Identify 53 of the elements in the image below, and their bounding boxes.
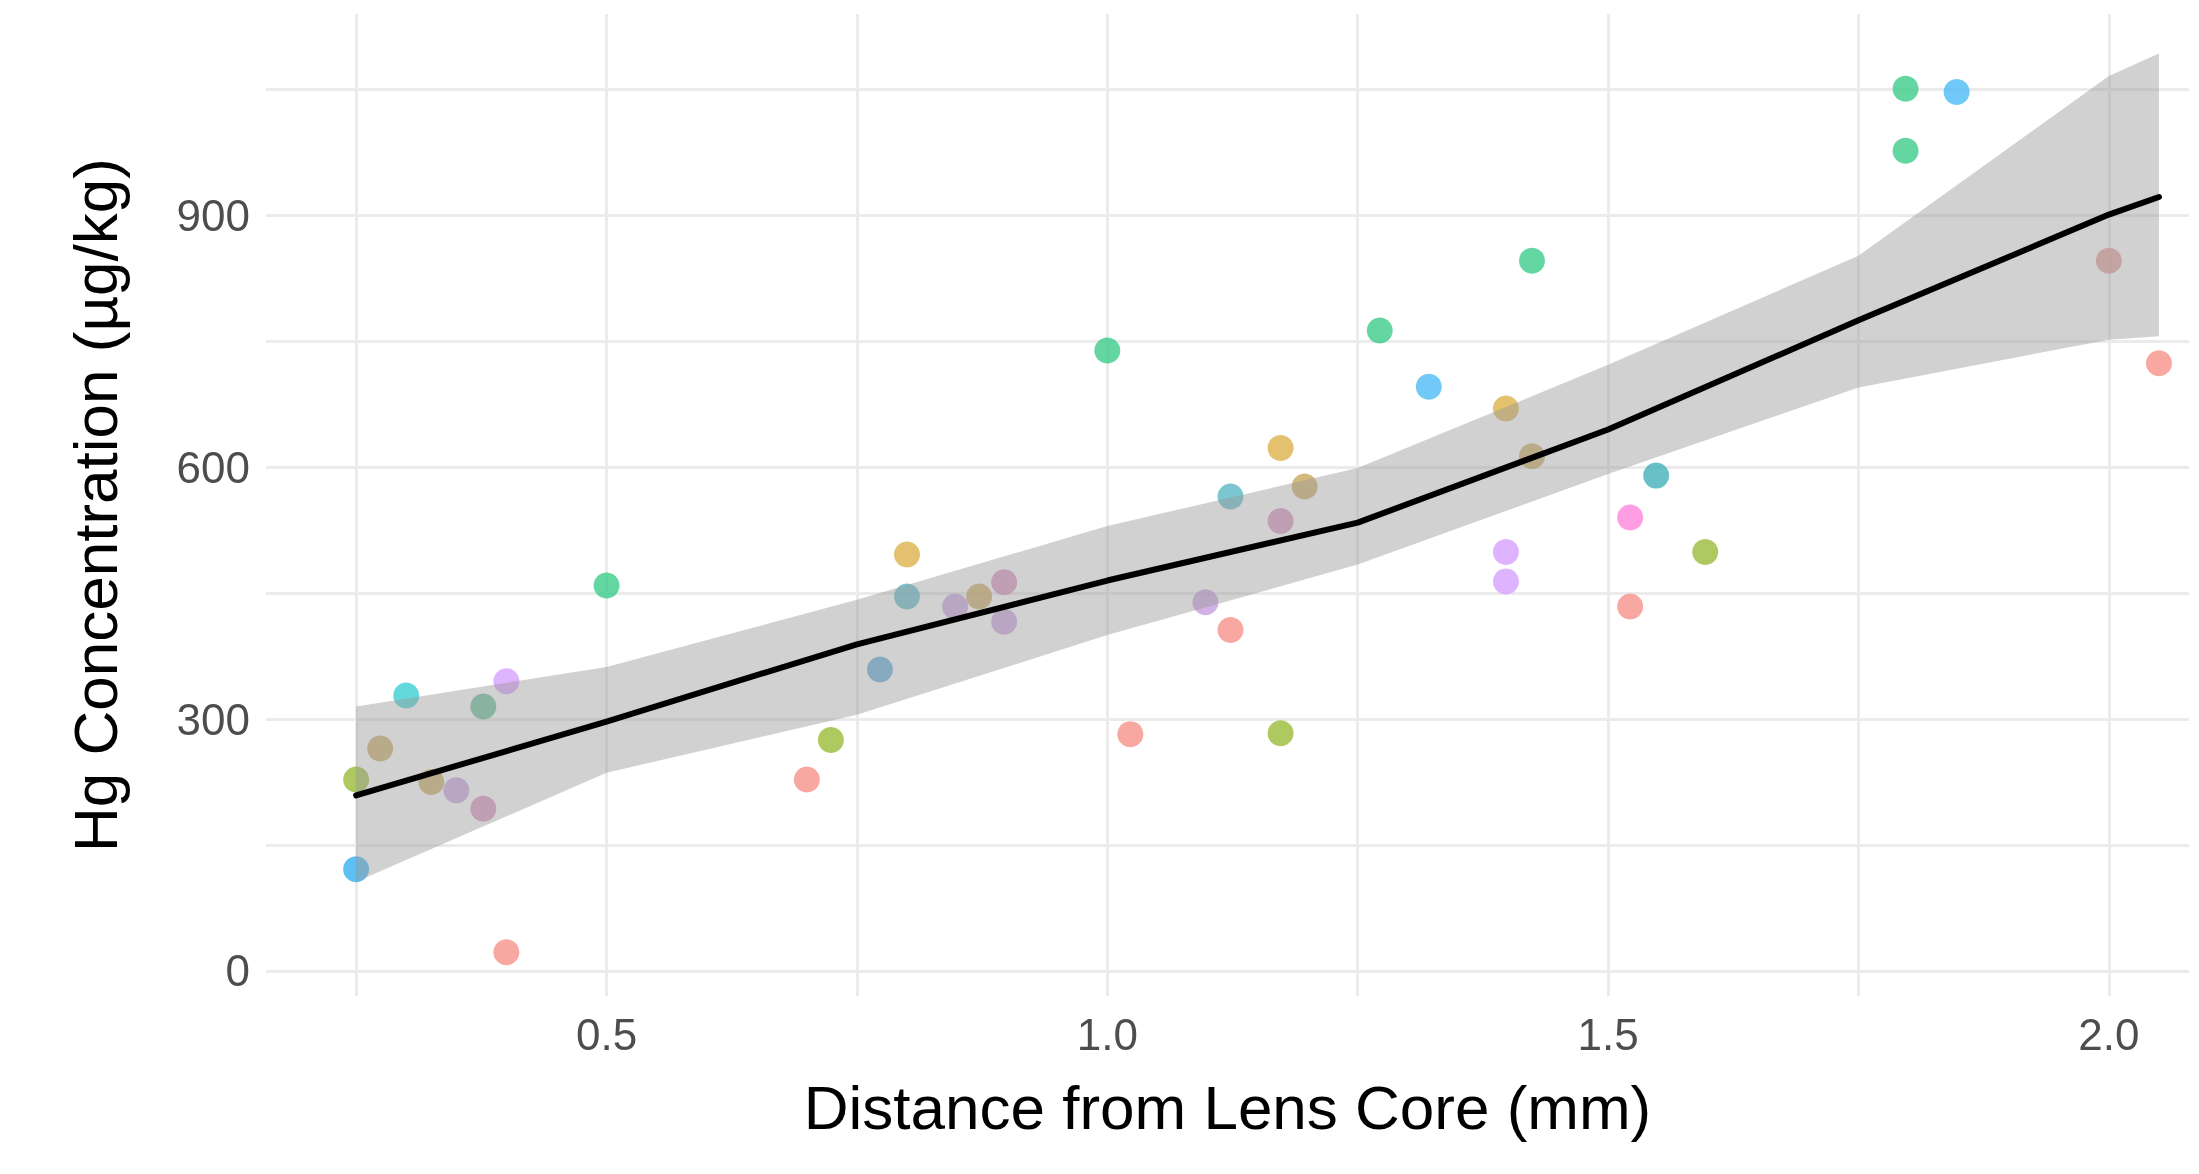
point [1117, 721, 1144, 748]
point [817, 727, 844, 753]
point [1892, 137, 1919, 164]
point [470, 795, 497, 822]
y-tick-label: 600 [176, 442, 250, 492]
y-axis-title: Hg Concentration (µg/kg) [60, 158, 130, 852]
point [493, 668, 520, 695]
point [1492, 395, 1519, 422]
point [1892, 75, 1919, 102]
point [493, 939, 520, 966]
point [1267, 720, 1294, 747]
point [1267, 507, 1294, 534]
point [1291, 473, 1318, 500]
point [393, 682, 420, 709]
point [2095, 247, 2122, 274]
point [343, 766, 370, 793]
point [1492, 568, 1519, 595]
point [593, 572, 620, 599]
point [866, 656, 893, 683]
point [966, 583, 993, 610]
point [1217, 483, 1244, 510]
x-axis-title: Distance from Lens Core (mm) [803, 1072, 1652, 1142]
point [1519, 247, 1545, 274]
point [793, 766, 820, 793]
y-tick-label: 300 [176, 694, 250, 744]
point [367, 735, 394, 762]
x-tick-label: 0.5 [575, 1009, 638, 1059]
point [1692, 539, 1719, 565]
point [1192, 589, 1219, 616]
point [1492, 539, 1519, 565]
point [2145, 350, 2172, 377]
point [1217, 617, 1244, 644]
point [1617, 593, 1644, 620]
point [1643, 462, 1670, 489]
point [991, 608, 1018, 635]
point [343, 856, 370, 883]
point [1094, 337, 1121, 364]
point [942, 593, 969, 620]
point [1617, 504, 1644, 531]
point [1267, 434, 1294, 461]
point [470, 693, 497, 720]
point [894, 583, 920, 610]
x-tick-label: 1.5 [1577, 1009, 1639, 1059]
point [1366, 317, 1393, 344]
point [991, 569, 1018, 596]
point [443, 777, 470, 804]
point [1943, 79, 1970, 106]
x-tick-label: 2.0 [2078, 1009, 2140, 1059]
point [894, 541, 920, 568]
y-tick-label: 0 [225, 946, 250, 996]
point [1415, 373, 1442, 400]
x-tick-label: 1.0 [1076, 1009, 1138, 1059]
y-tick-label: 900 [176, 190, 250, 240]
